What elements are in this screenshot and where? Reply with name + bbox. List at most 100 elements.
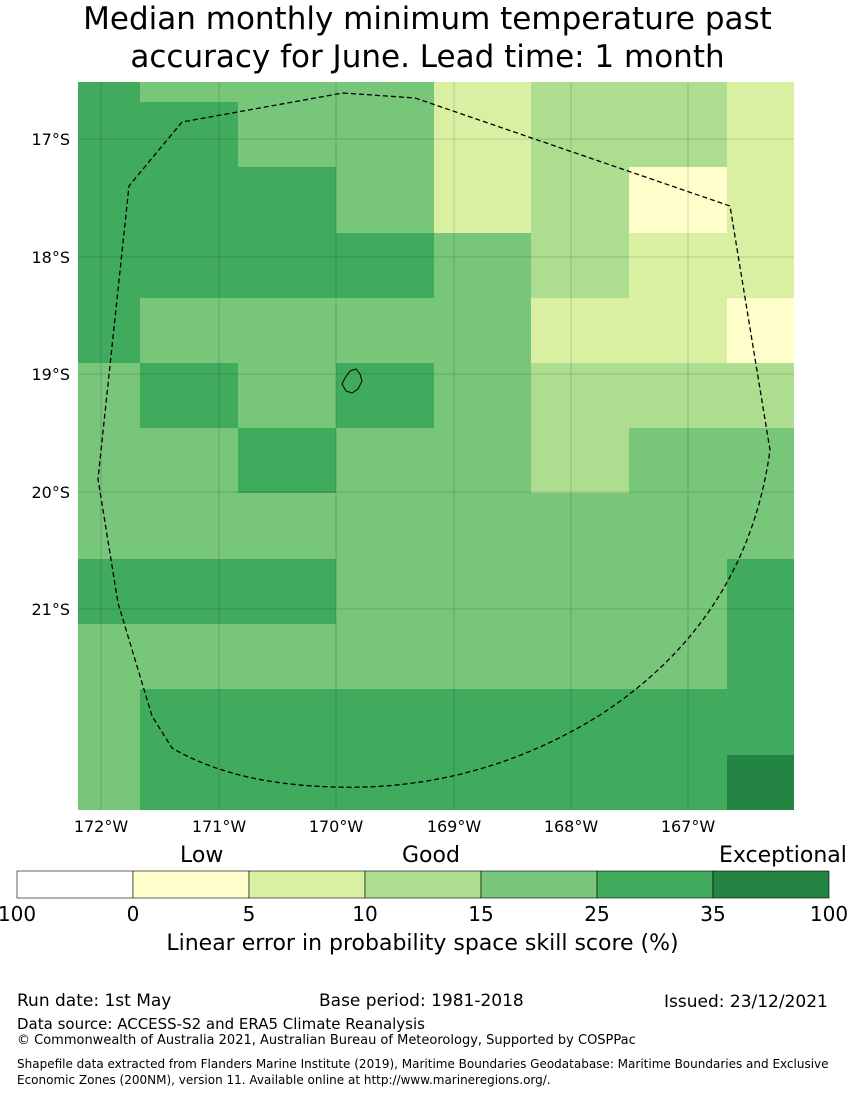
lon-label: 169°W <box>427 817 482 836</box>
grid-cell <box>531 298 629 363</box>
grid-cell <box>727 624 794 689</box>
shapefile-credit-line-1: Shapefile data extracted from Flanders M… <box>17 1057 829 1071</box>
grid-cell <box>336 167 434 233</box>
grid-cell <box>78 363 140 428</box>
colorbar-segment <box>248 870 366 899</box>
grid-cell <box>727 559 794 624</box>
grid-cell <box>531 624 629 689</box>
grid-cell <box>336 298 434 363</box>
grid-cell <box>531 233 629 298</box>
grid-cell <box>727 298 794 363</box>
grid-cell <box>727 755 794 810</box>
grid-cell <box>238 755 336 810</box>
grid-cell <box>629 82 727 167</box>
grid-cell <box>531 82 629 167</box>
grid-cell <box>531 167 629 233</box>
colorbar-segment <box>596 870 714 899</box>
grid-cell <box>336 233 434 298</box>
grid-cell <box>531 689 629 755</box>
colorbar-segment <box>364 870 482 899</box>
grid-cell <box>629 363 727 428</box>
colorbar-tick: 10 <box>352 902 378 926</box>
map-title: Median monthly minimum temperature past … <box>0 0 855 76</box>
colorbar-tick: 100 <box>0 902 37 926</box>
grid-cell <box>727 363 794 428</box>
colorbar-word-exceptional: Exceptional <box>719 843 847 868</box>
grid-cell <box>336 755 434 810</box>
grid-cell <box>78 428 238 493</box>
grid-cell <box>531 428 629 493</box>
colorbar-tick: 0 <box>126 902 140 926</box>
colorbar-label: Linear error in probability space skill … <box>166 931 679 956</box>
colorbar-tick: 5 <box>242 902 256 926</box>
grid-cell <box>336 689 434 755</box>
colorbar-tick: 35 <box>700 902 726 926</box>
grid-cell <box>140 102 238 167</box>
lat-label: 18°S <box>31 248 70 267</box>
colorbar-tick: 25 <box>584 902 610 926</box>
grid-cell <box>238 82 336 167</box>
grid-cell <box>434 233 531 298</box>
grid-cell <box>238 363 336 428</box>
grid-cell <box>434 82 531 167</box>
base-period: Base period: 1981-2018 <box>319 991 524 1011</box>
grid-cell <box>434 493 531 559</box>
grid-cell <box>78 167 238 233</box>
grid-cell <box>629 755 727 810</box>
grid-cell <box>434 689 531 755</box>
grid-cell <box>434 428 531 493</box>
grid-cell <box>727 689 794 755</box>
lon-label: 171°W <box>192 817 247 836</box>
shapefile-credit-line-2: Economic Zones (200NM), version 11. Avai… <box>17 1073 551 1087</box>
grid-cell <box>78 624 238 689</box>
grid-cell <box>336 82 434 167</box>
grid-cell <box>78 82 140 102</box>
grid-cell <box>434 298 531 363</box>
grid-cell <box>78 689 140 810</box>
colorbar-segment <box>132 870 250 899</box>
colorbar <box>16 870 830 899</box>
grid-cell <box>434 624 531 689</box>
grid-cell <box>629 624 727 689</box>
colorbar-segment <box>16 870 134 899</box>
title-line-1: Median monthly minimum temperature past <box>83 1 772 37</box>
grid-cell <box>434 559 531 624</box>
colorbar-segment <box>480 870 598 899</box>
colorbar-tick: 100 <box>809 902 849 926</box>
grid-cell <box>531 363 629 428</box>
grid-cell <box>238 233 336 298</box>
grid-cell <box>336 559 434 624</box>
colorbar-word-low: Low <box>180 843 224 868</box>
grid-cell <box>78 102 140 167</box>
grid-cell <box>531 755 629 810</box>
grid-cell <box>140 82 238 102</box>
eez-boundary <box>97 92 771 788</box>
grid-cell <box>238 167 336 233</box>
grid-cell <box>727 82 794 167</box>
grid-cell <box>629 298 727 363</box>
title-line-2: accuracy for June. Lead time: 1 month <box>130 39 725 75</box>
grid-cell <box>531 493 629 559</box>
latitude-labels: 17°S 18°S 19°S 20°S 21°S <box>31 130 70 619</box>
grid-cell <box>78 493 238 559</box>
grid-cell <box>238 624 336 689</box>
lat-label: 21°S <box>31 600 70 619</box>
grid-cell <box>238 428 336 493</box>
skill-grid <box>78 82 794 810</box>
lat-label: 17°S <box>31 130 70 149</box>
grid-cell <box>629 428 727 493</box>
grid-cell <box>727 493 794 559</box>
longitude-labels: 172°W 171°W 170°W 169°W 168°W 167°W <box>74 817 716 836</box>
grid-cell <box>434 755 531 810</box>
grid-cell <box>78 559 238 624</box>
grid-cell <box>727 233 794 298</box>
grid-cell <box>238 689 336 755</box>
grid-cell <box>629 689 727 755</box>
grid-cell <box>531 559 629 624</box>
colorbar-tick: 15 <box>468 902 494 926</box>
data-source: Data source: ACCESS-S2 and ERA5 Climate … <box>17 1015 425 1033</box>
grid-cell <box>238 493 336 559</box>
lon-label: 167°W <box>661 817 716 836</box>
niue-island-outline <box>341 368 363 394</box>
grid-cell <box>727 167 794 233</box>
